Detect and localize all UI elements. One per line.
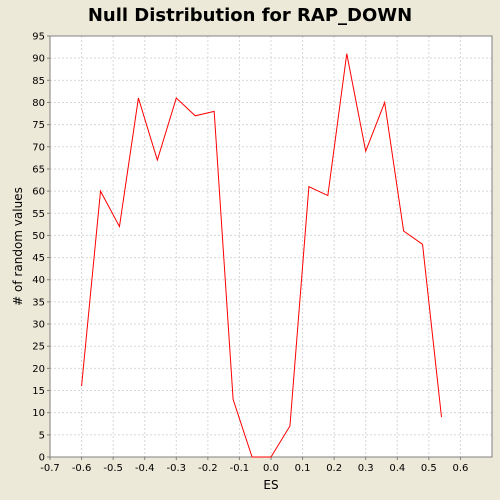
y-tick-label: 50	[32, 231, 45, 242]
y-tick-label: 25	[32, 342, 45, 353]
series-line	[81, 53, 442, 458]
x-tick-label: -0.2	[198, 463, 218, 474]
y-tick-label: 95	[32, 32, 45, 43]
y-tick-label: 15	[32, 386, 45, 397]
y-tick-label: 10	[32, 408, 45, 419]
x-tick-label: -0.6	[72, 463, 92, 474]
x-tick-label: -0.5	[103, 463, 123, 474]
x-tick-label: 0.0	[263, 463, 279, 474]
y-tick-label: 90	[32, 54, 45, 65]
y-tick-label: 45	[32, 253, 45, 264]
x-tick-label: 0.6	[452, 463, 468, 474]
x-axis-label: ES	[263, 478, 278, 492]
y-tick-label: 35	[32, 297, 45, 308]
x-tick-label: 0.5	[421, 463, 437, 474]
x-tick-label: -0.7	[40, 463, 60, 474]
chart-title: Null Distribution for RAP_DOWN	[87, 5, 413, 26]
x-tick-label: 0.1	[295, 463, 311, 474]
x-tick-label: 0.3	[358, 463, 374, 474]
y-tick-label: 0	[39, 453, 45, 464]
x-tick-label: -0.3	[167, 463, 187, 474]
x-tick-label: -0.4	[135, 463, 155, 474]
y-tick-label: 85	[32, 76, 45, 87]
y-tick-label: 30	[32, 320, 45, 331]
y-tick-label: 60	[32, 187, 45, 198]
series-layer	[81, 53, 442, 458]
y-tick-label: 40	[32, 275, 45, 286]
y-tick-label: 80	[32, 98, 45, 109]
axes: 0 5 10 15 20 25 30 35 40 45 50 55 60 65 70 75 80 85 90 95 -0…	[32, 32, 468, 475]
x-tick-label: -0.1	[230, 463, 250, 474]
x-tick-label: 0.4	[389, 463, 405, 474]
y-axis-label: # of random values	[11, 187, 25, 306]
y-tick-label: 20	[32, 364, 45, 375]
y-tick-label: 75	[32, 120, 45, 131]
y-tick-label: 70	[32, 142, 45, 153]
plot-background	[50, 36, 492, 457]
y-tick-label: 55	[32, 209, 45, 220]
y-tick-label: 65	[32, 164, 45, 175]
y-tick-label: 5	[39, 430, 45, 441]
x-tick-label: 0.2	[326, 463, 342, 474]
